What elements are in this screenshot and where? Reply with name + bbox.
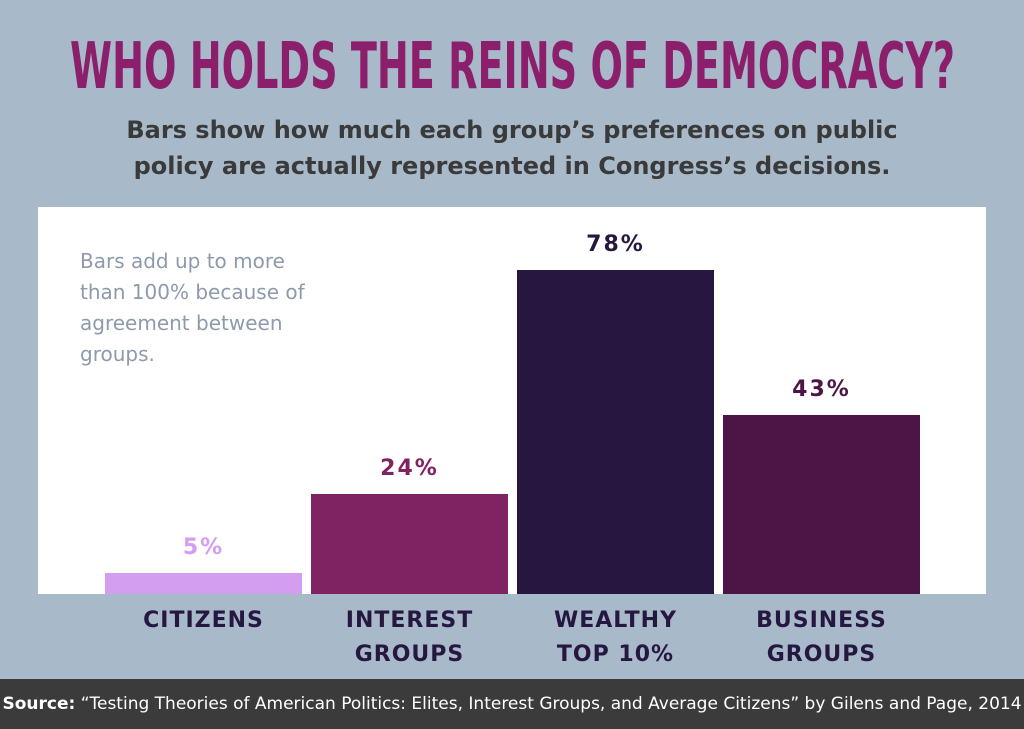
- chart-title: WHO HOLDS THE REINS OF DEMOCRACY?: [70, 30, 955, 104]
- bar: [105, 573, 302, 594]
- annotation: Bars add up to more than 100% because of…: [80, 249, 305, 366]
- value-label: 24%: [380, 456, 439, 482]
- value-label: 5%: [182, 535, 225, 561]
- value-label: 43%: [792, 377, 851, 403]
- title-area: WHO HOLDS THE REINS OF DEMOCRACY?: [70, 30, 955, 104]
- bar: [517, 269, 714, 594]
- bar: [723, 415, 920, 594]
- x-tick-label: INTEREST GROUPS: [345, 608, 474, 667]
- footer: Source: “Testing Theories of American Po…: [0, 679, 1024, 729]
- value-label: 78%: [586, 231, 645, 257]
- subtitle: Bars show how much each group’s preferen…: [126, 116, 898, 180]
- x-tick-label: WEALTHY TOP 10%: [553, 608, 678, 667]
- x-tick-label: BUSINESS GROUPS: [756, 608, 887, 667]
- x-tick-label: CITIZENS: [143, 608, 264, 633]
- bar: [311, 494, 508, 594]
- source-label: Source:: [2, 694, 76, 714]
- source-text: “Testing Theories of American Politics: …: [80, 694, 1022, 714]
